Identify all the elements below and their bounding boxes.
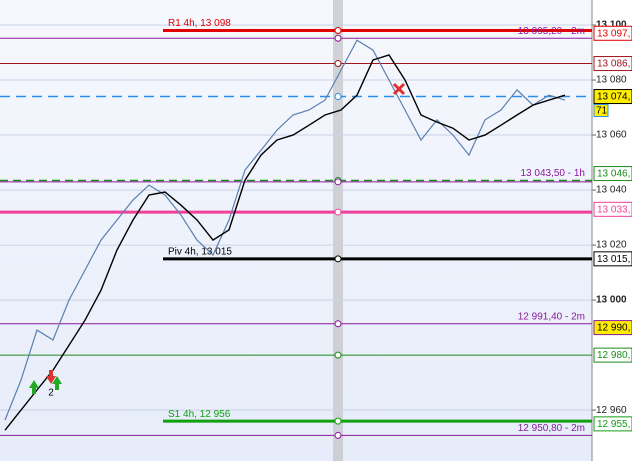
cursor-dot: [334, 320, 342, 328]
price-axis: [592, 0, 632, 461]
timer-box: [593, 104, 609, 118]
y-tick-label: 13 100: [596, 20, 627, 31]
y-tick-label: 12 960: [596, 405, 627, 416]
signal-cross: [392, 82, 406, 96]
price-tag-label: 13 097,: [597, 28, 630, 39]
price-tag-label: 13 046,: [597, 169, 630, 180]
level-label: 12 950,80 - 2m: [518, 423, 585, 434]
time-cursor: [333, 0, 343, 461]
level-label: 12 991,40 - 2m: [518, 311, 585, 322]
y-tick-label: 13 080: [596, 75, 627, 86]
price-tag-label: 13 015,: [597, 254, 630, 265]
series-line: [4, 54, 566, 431]
cursor-dot: [334, 27, 342, 35]
y-tick-label: 13 000: [596, 295, 627, 306]
cursor-dot: [334, 178, 342, 186]
level-label: S1 4h, 12 956: [168, 409, 231, 420]
timer: 71: [596, 106, 608, 117]
cursor-dot: [334, 60, 342, 68]
price-tag: [593, 320, 632, 336]
cursor-dot: [334, 208, 342, 216]
price-tag-label: 12 990,: [597, 323, 630, 334]
signal-arrow-up: [29, 380, 39, 394]
signal-arrow-down: [46, 370, 56, 384]
cursor-dot: [334, 431, 342, 439]
price-tag-label: 13 033,: [597, 204, 630, 215]
y-tick-label: 13 040: [596, 185, 627, 196]
price-tag-label: 13 074,: [597, 92, 630, 103]
price-tag: [593, 347, 632, 363]
level-label: R1 4h, 13 098: [168, 18, 231, 29]
cursor-dot: [334, 255, 342, 263]
price-tag-label: 13 086,: [597, 59, 630, 70]
plot-area: [0, 0, 592, 461]
cursor-dot: [334, 351, 342, 359]
price-tag-label: 12 980,: [597, 350, 630, 361]
price-tag: [593, 166, 632, 182]
annotation: 2: [48, 388, 54, 399]
price-tag: [593, 201, 632, 217]
price-tag: [593, 251, 632, 267]
cursor-dot: [334, 34, 342, 42]
price-tag: [593, 25, 632, 41]
y-tick-label: 13 020: [596, 240, 627, 251]
cursor-dot: [334, 93, 342, 101]
price-tag-label: 12 955,: [597, 419, 630, 430]
level-label: 13 095,20 - 2m: [518, 26, 585, 37]
price-tag: [593, 89, 632, 105]
series-line: [4, 39, 566, 421]
price-tag: [593, 56, 632, 72]
y-tick-label: 13 060: [596, 130, 627, 141]
signal-arrow-up: [52, 376, 62, 390]
cursor-dot: [334, 417, 342, 425]
price-tag: [593, 416, 632, 432]
level-label: Piv 4h, 13 015: [168, 246, 232, 257]
level-label: 13 043,50 - 1h: [521, 168, 586, 179]
